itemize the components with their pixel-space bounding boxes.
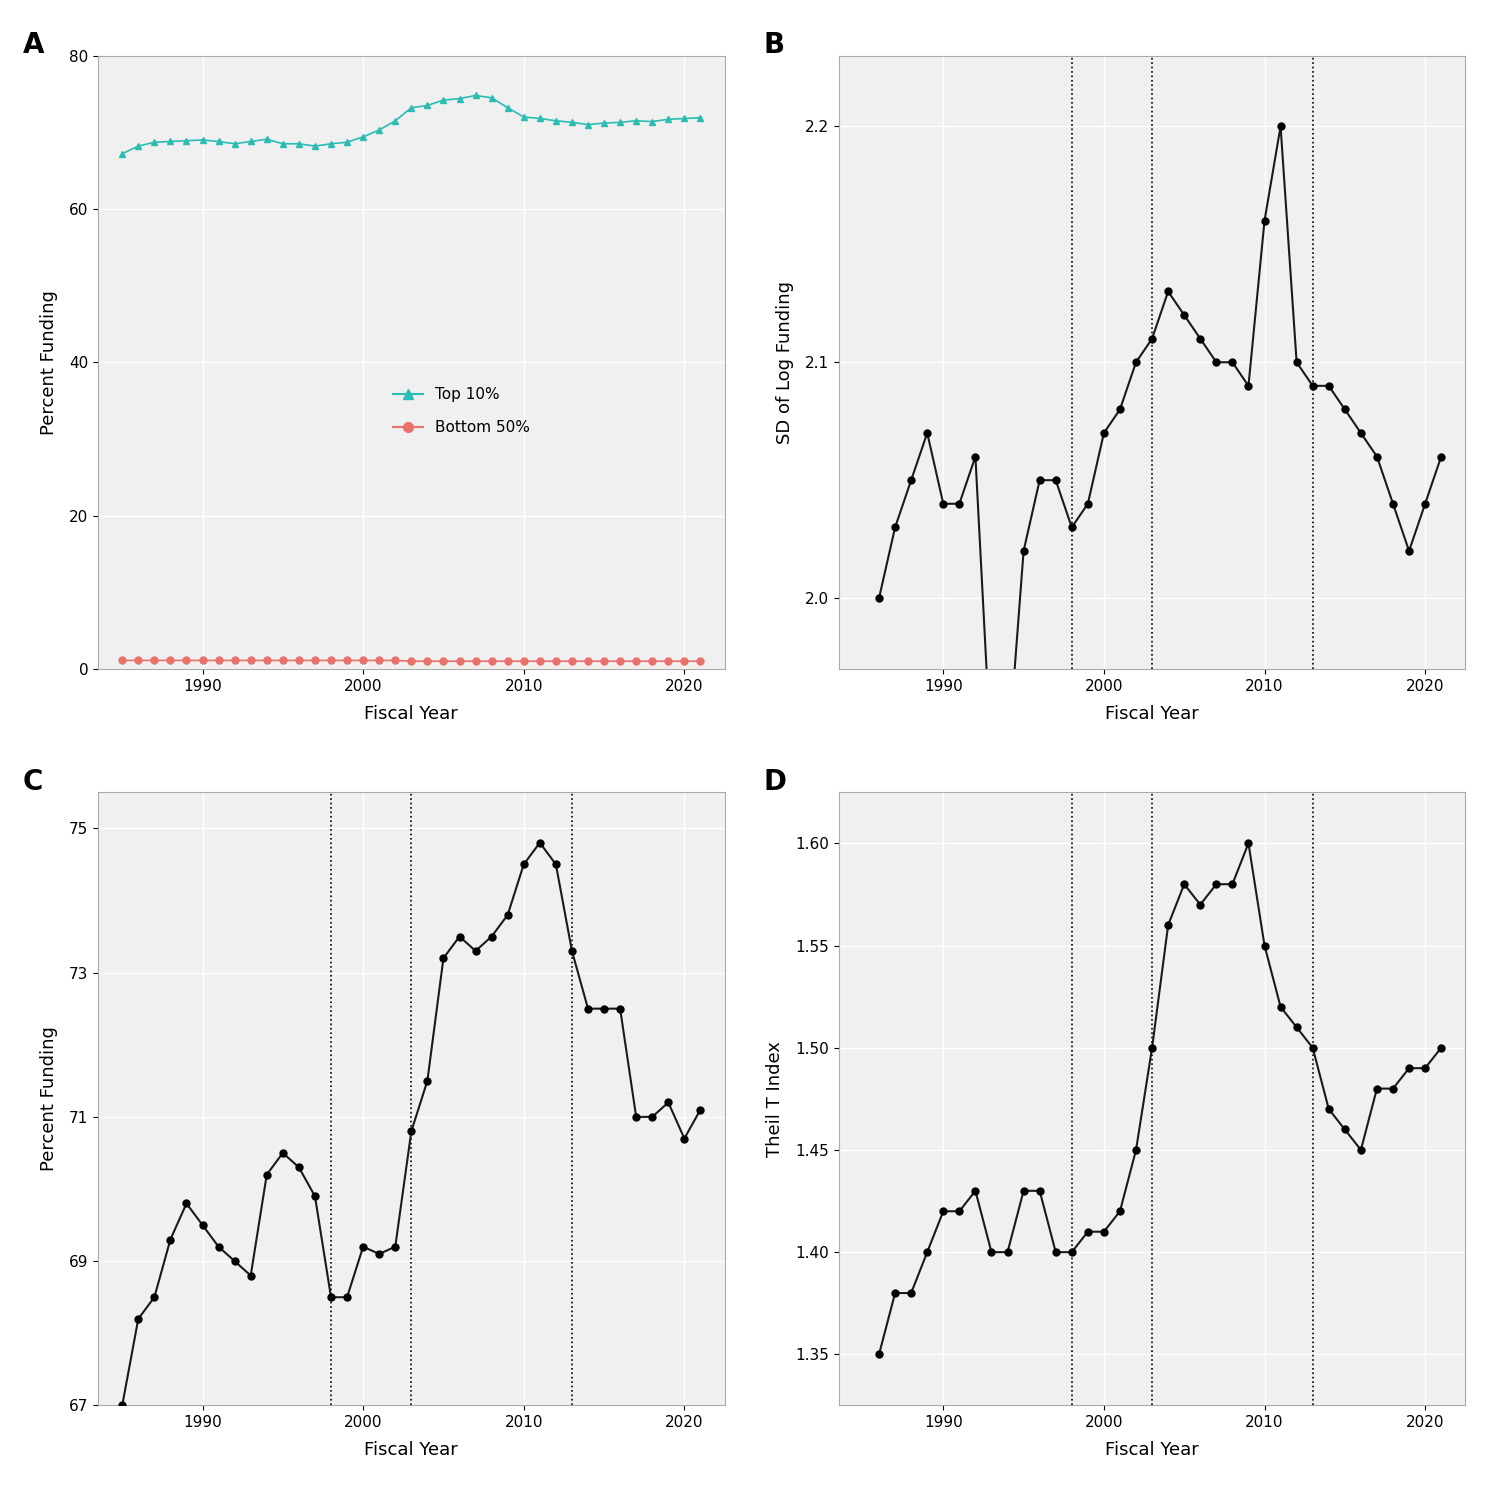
Text: B: B: [764, 31, 784, 60]
Legend: Top 10%, Bottom 50%: Top 10%, Bottom 50%: [387, 381, 537, 442]
X-axis label: Fiscal Year: Fiscal Year: [364, 1442, 458, 1460]
X-axis label: Fiscal Year: Fiscal Year: [1106, 1442, 1198, 1460]
Text: C: C: [22, 768, 44, 796]
Text: A: A: [22, 31, 45, 60]
Y-axis label: SD of Log Funding: SD of Log Funding: [776, 281, 794, 444]
Y-axis label: Theil T Index: Theil T Index: [766, 1041, 784, 1156]
Y-axis label: Percent Funding: Percent Funding: [40, 290, 58, 435]
X-axis label: Fiscal Year: Fiscal Year: [1106, 705, 1198, 723]
Text: D: D: [764, 768, 786, 796]
Y-axis label: Percent Funding: Percent Funding: [40, 1026, 58, 1171]
X-axis label: Fiscal Year: Fiscal Year: [364, 705, 458, 723]
